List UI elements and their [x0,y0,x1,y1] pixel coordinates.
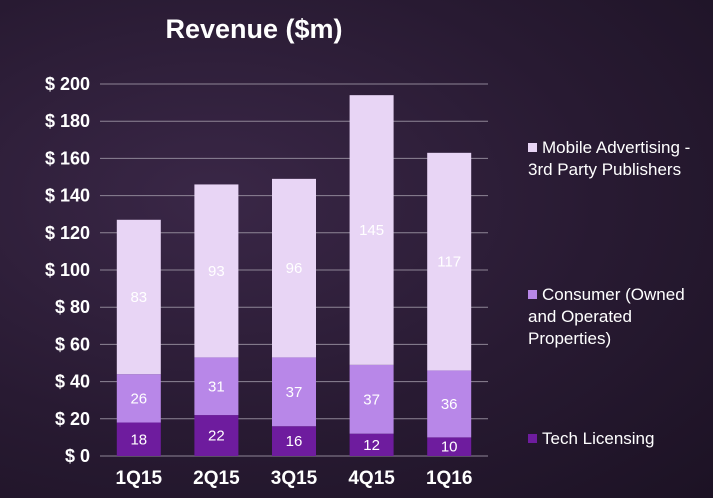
data-label-tech-licensing-1q15: 18 [130,431,147,448]
y-tick-label: $ 60 [55,334,90,354]
legend-swatch-tech-licensing [528,434,537,443]
legend-label-consumer: Consumer (Owned and Operated Properties) [528,285,685,348]
bar-consumer-4q15 [349,364,394,434]
x-tick-label: 4Q15 [348,468,395,489]
data-label-tech-licensing-1q16: 10 [441,439,458,456]
chart-title: Revenue ($m) [165,14,342,44]
y-tick-label: $ 80 [55,297,90,317]
y-tick-label: $ 180 [45,111,90,131]
bar-tech-licensing-2q15 [194,415,239,456]
data-label-consumer-2q15: 31 [208,378,225,395]
data-label-mobile-advertising-4q15: 145 [359,222,384,239]
bar-mobile-advertising-1q15 [116,219,161,375]
x-tick-label: 1Q15 [116,468,163,489]
legend-label-mobile-advertising: Mobile Advertising - 3rd Party Publisher… [528,138,691,179]
data-label-mobile-advertising-1q16: 117 [437,254,461,271]
legend-swatch-mobile-advertising [528,143,537,152]
data-label-mobile-advertising-1q15: 83 [130,289,147,306]
bar-mobile-advertising-2q15 [194,184,239,358]
x-tick-label: 2Q15 [193,468,240,489]
y-tick-label: $ 0 [65,446,90,466]
x-tick-label: 3Q15 [271,468,318,489]
legend-swatch-consumer [528,290,537,299]
y-tick-label: $ 200 [45,74,90,94]
bar-mobile-advertising-4q15 [349,95,394,365]
legend-item-tech-licensing: Tech Licensing [528,428,708,450]
bar-mobile-advertising-1q16 [427,152,472,371]
data-label-tech-licensing-3q15: 16 [286,433,303,450]
bar-consumer-2q15 [194,357,239,416]
data-label-consumer-3q15: 37 [286,384,303,401]
y-tick-label: $ 120 [45,223,90,243]
legend-label-tech-licensing: Tech Licensing [542,429,655,448]
bar-consumer-1q15 [116,374,161,423]
data-label-consumer-1q15: 26 [130,390,147,407]
y-tick-label: $ 20 [55,409,90,429]
data-label-consumer-4q15: 37 [363,391,380,408]
bar-mobile-advertising-3q15 [272,178,316,358]
y-tick-label: $ 100 [45,260,90,280]
x-tick-label: 1Q16 [426,468,472,489]
y-tick-label: $ 40 [55,372,90,392]
y-tick-label: $ 140 [45,186,90,206]
bar-tech-licensing-1q16 [427,437,472,456]
data-label-consumer-1q16: 36 [441,396,458,413]
bar-tech-licensing-1q15 [116,422,161,456]
data-label-tech-licensing-2q15: 22 [208,428,225,445]
legend-item-consumer: Consumer (Owned and Operated Properties) [528,284,708,350]
data-label-tech-licensing-4q15: 12 [363,437,380,454]
legend-item-mobile-advertising: Mobile Advertising - 3rd Party Publisher… [528,137,708,181]
bar-consumer-1q16 [427,370,472,438]
bar-tech-licensing-3q15 [272,426,316,456]
bar-tech-licensing-4q15 [349,433,394,456]
bar-consumer-3q15 [272,357,316,427]
data-label-mobile-advertising-2q15: 93 [208,263,225,280]
data-label-mobile-advertising-3q15: 96 [286,260,303,277]
y-tick-label: $ 160 [45,148,90,168]
